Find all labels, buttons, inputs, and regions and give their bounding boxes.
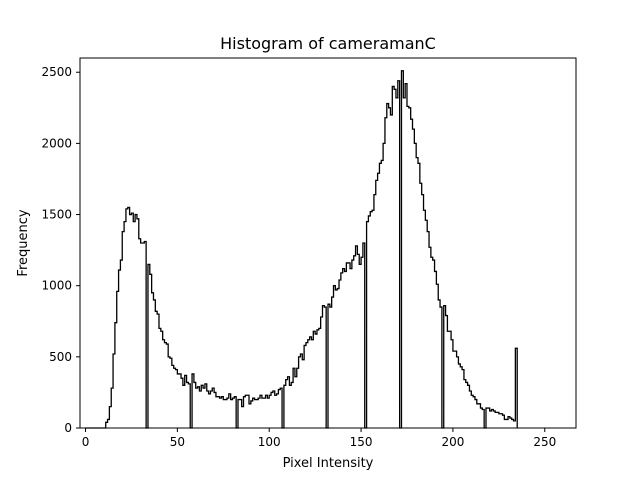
y-axis-ticks: 0 500 1000 1500 2000 2500 [41, 65, 80, 435]
x-axis-label: Pixel Intensity [283, 456, 374, 471]
y-tick-label: 2500 [41, 65, 72, 79]
y-tick-label: 500 [49, 350, 72, 364]
y-tick-label: 0 [64, 421, 72, 435]
y-axis-label: Frequency [16, 209, 31, 276]
x-axis-ticks: 0 50 100 150 200 250 [82, 428, 556, 449]
plot-area: 0 50 100 150 200 250 0 500 1000 1500 2000 2500 [41, 57, 577, 449]
y-tick-label: 1500 [41, 208, 72, 222]
x-tick-label: 0 [82, 435, 90, 449]
x-tick-label: 250 [533, 435, 556, 449]
x-tick-label: 100 [258, 435, 281, 449]
chart-title: Histogram of cameramanC [220, 34, 436, 53]
x-tick-label: 200 [441, 435, 464, 449]
x-tick-label: 150 [350, 435, 373, 449]
x-tick-label: 50 [170, 435, 185, 449]
y-tick-label: 2000 [41, 136, 72, 150]
y-tick-label: 1000 [41, 279, 72, 293]
histogram-step-line [85, 70, 518, 429]
